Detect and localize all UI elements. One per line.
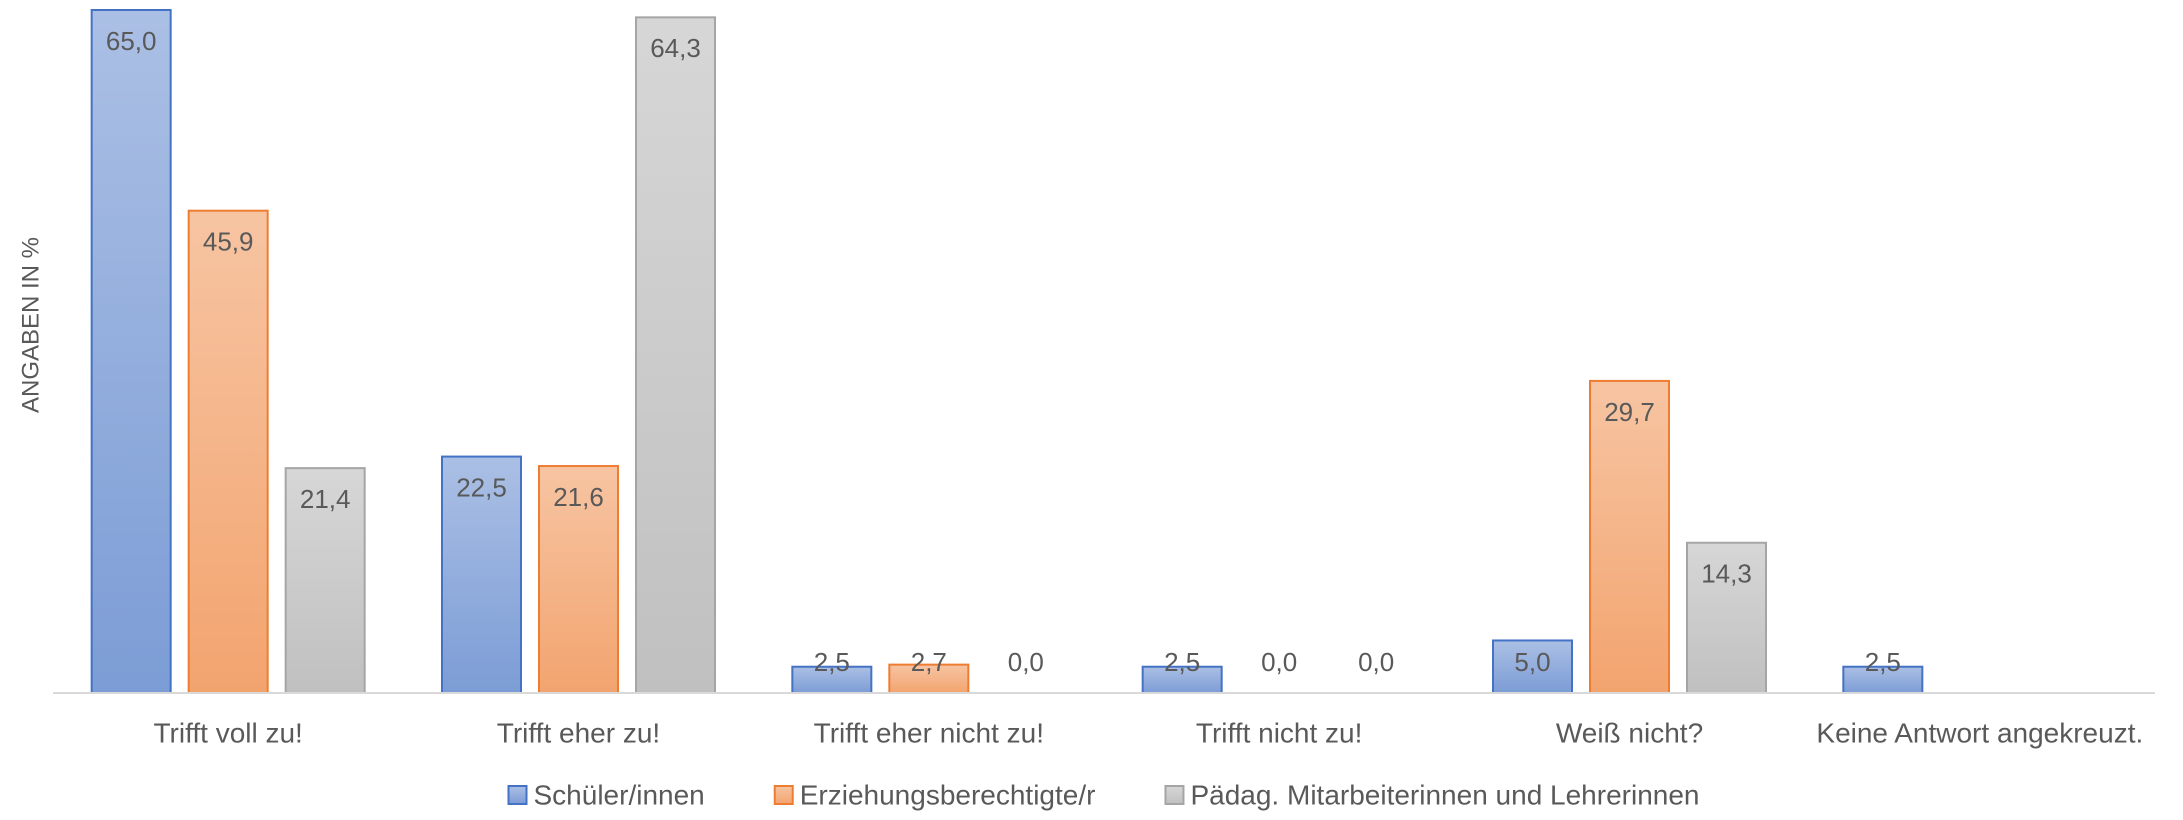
data-label: 65,0: [106, 26, 157, 56]
x-tick-label: Trifft nicht zu!: [1196, 717, 1363, 748]
bar: [187, 209, 269, 694]
data-label: 5,0: [1514, 647, 1550, 677]
data-label: 14,3: [1701, 559, 1752, 589]
bar: [635, 16, 716, 694]
data-label: 21,4: [300, 484, 351, 514]
bar: [441, 455, 522, 695]
bar: [1589, 379, 1670, 694]
bar: [284, 467, 366, 694]
data-label: 2,5: [1164, 647, 1200, 677]
data-label: 64,3: [650, 33, 701, 63]
bar: [1141, 665, 1223, 695]
legend-label: Pädag. Mitarbeiterinnen und Lehrerinnen: [1190, 779, 1699, 810]
x-tick-label: Keine Antwort angekreuzt.: [1816, 717, 2143, 748]
data-label: 45,9: [203, 227, 254, 257]
data-label: 2,5: [1865, 647, 1901, 677]
legend-swatch: [507, 785, 528, 805]
legend-label: Schüler/innen: [534, 779, 705, 810]
bar: [791, 665, 873, 695]
bar: [90, 9, 172, 694]
data-label: 2,7: [911, 647, 947, 677]
legend-swatch: [1164, 785, 1185, 805]
x-tick-label: Trifft eher nicht zu!: [814, 717, 1044, 748]
data-label: 29,7: [1604, 397, 1655, 427]
bar: [538, 465, 619, 694]
y-axis-label: ANGABEN IN %: [17, 237, 44, 413]
data-label: 0,0: [1358, 647, 1394, 677]
data-label: 22,5: [456, 472, 507, 502]
legend-swatch: [773, 785, 794, 805]
bar: [1686, 541, 1767, 694]
x-tick-label: Weiß nicht?: [1556, 717, 1703, 748]
x-tick-label: Trifft eher zu!: [497, 717, 660, 748]
x-tick-label: Trifft voll zu!: [153, 717, 302, 748]
data-label: 21,6: [553, 482, 604, 512]
data-label: 0,0: [1261, 647, 1297, 677]
data-label: 0,0: [1008, 647, 1044, 677]
data-label: 2,5: [814, 647, 850, 677]
legend-label: Erziehungsberechtigte/r: [800, 779, 1096, 810]
